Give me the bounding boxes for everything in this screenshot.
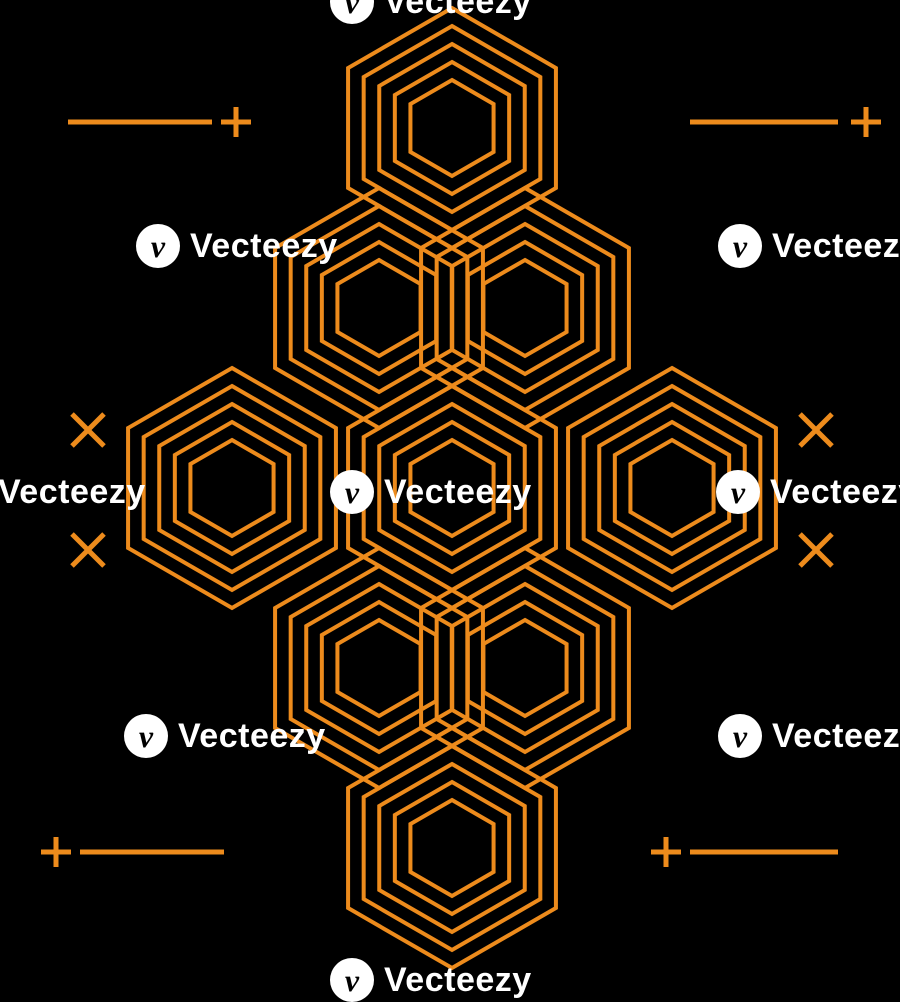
hexagon-ring [410,440,493,536]
hexagon-ring [306,224,452,392]
hexagon-ring [483,620,566,716]
hexagon-ring [379,404,525,572]
hexagon-ring [144,386,321,590]
hexagon-ring [599,404,745,572]
hexagon-ring [483,260,566,356]
hexagon-ring [364,26,541,230]
hexagon-ring [410,80,493,176]
hexagon-ring [379,44,525,212]
hexagon-ring [364,746,541,950]
hexagon-ring [190,440,273,536]
hexagon-ring [630,440,713,536]
hexagon-ring [337,620,420,716]
hexagon-ring [159,404,305,572]
hexagon-ring [306,584,452,752]
hexagon-ring [337,260,420,356]
hexagon-ring [379,764,525,932]
hexagon-ring [452,584,598,752]
hexagon-ring [452,224,598,392]
hexagon-ring [364,386,541,590]
hexagon-ring [410,800,493,896]
hexagon-ring [584,386,761,590]
geometric-pattern [0,0,900,980]
